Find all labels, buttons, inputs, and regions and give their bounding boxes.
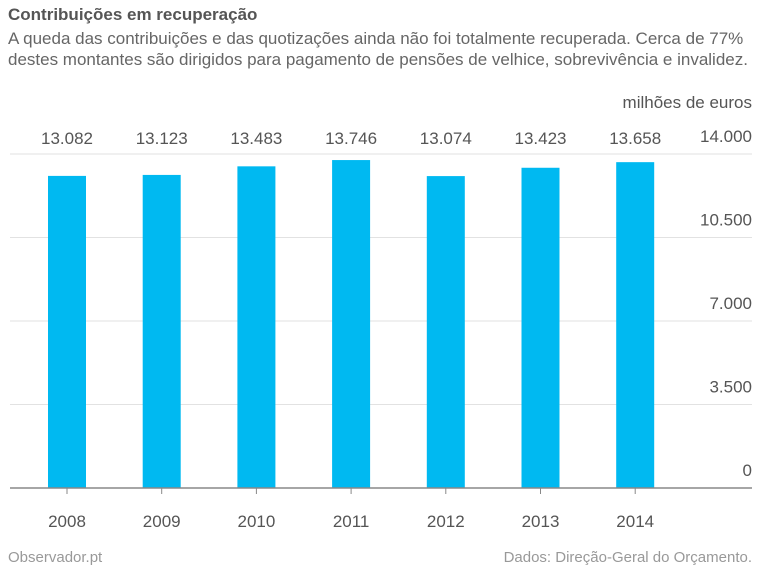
value-label: 13.074: [420, 129, 472, 148]
bar-2012: [426, 176, 465, 488]
y-tick-label: 0: [743, 461, 752, 480]
value-label: 13.746: [325, 129, 377, 148]
value-label: 13.423: [515, 129, 567, 148]
bar-2013: [521, 167, 560, 488]
chart-subtitle: A queda das contribuições e das quotizaç…: [8, 29, 748, 69]
y-tick-label: 7.000: [709, 294, 752, 313]
bar-2009: [142, 174, 181, 488]
x-tick-label: 2008: [48, 512, 86, 531]
x-tick-label: 2013: [522, 512, 560, 531]
x-tick-label: 2011: [333, 512, 370, 531]
value-labels: 13.082 13.123 13.483 13.746 13.074 13.423 13.6…: [41, 129, 661, 148]
bar-2014: [616, 162, 655, 488]
value-label: 13.483: [230, 129, 282, 148]
x-tick-label: 2012: [427, 512, 465, 531]
footer-source-right: Dados: Direção-Geral do Orçamento.: [503, 549, 752, 566]
value-label: 13.082: [41, 129, 93, 148]
x-tick-label: 2010: [237, 512, 275, 531]
y-tick-label: 10.500: [700, 211, 752, 230]
bars: [48, 160, 655, 489]
value-label: 13.123: [136, 129, 188, 148]
chart-title: Contribuições em recuperação: [8, 5, 258, 24]
bar-2011: [332, 160, 371, 489]
footer-source-left: Observador.pt: [8, 549, 103, 566]
x-axis: 2008 2009 2010 2011 2012 2013 2014: [10, 487, 752, 531]
y-tick-label: 14.000: [700, 127, 752, 146]
unit-label: milhões de euros: [623, 93, 752, 112]
x-tick-label: 2009: [143, 512, 181, 531]
y-tick-label: 3.500: [709, 378, 752, 397]
bar-2008: [48, 175, 86, 488]
gridlines: 0 3.500 7.000 10.500 14.000: [10, 127, 752, 480]
x-tick-label: 2014: [616, 512, 654, 531]
bar-2010: [237, 166, 276, 488]
value-label: 13.658: [609, 129, 661, 148]
